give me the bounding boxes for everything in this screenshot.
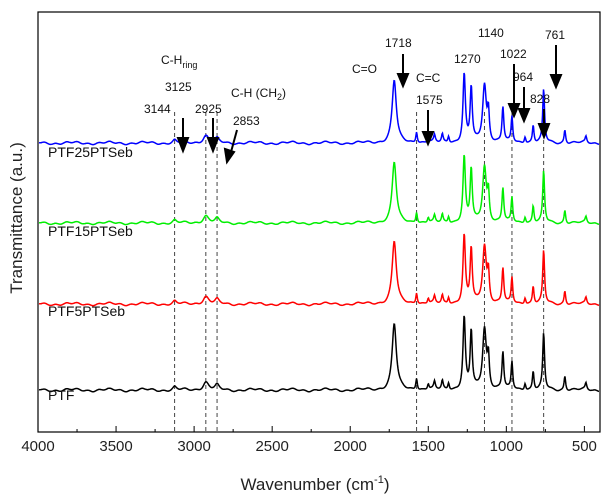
annotation-1718: 1718 [385,36,412,50]
x-tick-label-4000: 4000 [21,438,54,455]
arrow-2853 [230,129,238,153]
x-tick-label-3000: 3000 [177,438,210,455]
annotation-3144: 3144 [144,102,171,116]
arrow-1575-head [421,131,435,147]
x-tick-label-1500: 1500 [412,438,445,455]
annotation-2925: 2925 [195,102,222,116]
annotation-2853: 2853 [233,114,260,128]
arrow-964-head [517,108,531,124]
arrow-2853-head [223,147,236,165]
plot-area: 4000 3500 3000 2500 2000 1500 1000 500 [21,11,601,455]
y-axis-title: Transmittance (a.u.) [7,142,26,293]
x-tick-label-3500: 3500 [99,438,132,455]
arrow-2925-head [206,137,220,154]
series-line-ptf15ptseb [38,154,600,226]
annotation-3125: 3125 [165,80,192,94]
annotation-1022: 1022 [500,47,527,61]
annotation-1140: 1140 [478,26,504,40]
arrow-761-head [549,74,563,90]
series-line-ptf5ptseb [38,233,600,307]
annotation-761: 761 [545,28,565,42]
x-axis-title: Wavenumber (cm-1) [241,474,390,494]
annotation-1575: 1575 [416,93,443,107]
arrow-1022-head [507,103,521,119]
annotation-ch-ring: C-Hring [161,53,197,70]
annotation-c-c: C=C [416,71,441,85]
annotation-1270: 1270 [454,52,481,66]
x-tick-label-2000: 2000 [334,438,367,455]
annotation-ch-ch2-sub: 2 [277,92,282,102]
annotation-964: 964 [513,70,533,84]
annotation-c-o: C=O [352,62,377,76]
series-label-ptf: PTF [48,387,74,403]
annotation-ch-ch2: C-H (CH2) [231,86,286,102]
arrow-828-head [537,123,551,140]
series-label-ptf5ptseb: PTF5PTSeb [48,303,125,319]
annotation-ch-ring-sub: ring [182,60,197,70]
x-axis-title-sup: -1 [374,474,384,486]
series-label-ptf25ptseb: PTF25PTSeb [48,144,133,160]
arrow-1718-head [396,73,410,89]
x-tick-label-1000: 1000 [490,438,523,455]
x-tick-label-2500: 2500 [255,438,288,455]
arrow-3125-head [176,137,190,154]
annotation-828: 828 [530,92,550,106]
series-line-ptf25ptseb [38,72,600,146]
series-label-ptf15ptseb: PTF15PTSeb [48,223,133,239]
series-line-ptf [38,315,600,393]
x-tick-label-500: 500 [572,438,597,455]
plot-frame [37,11,601,433]
annotation-arrows [176,45,563,165]
